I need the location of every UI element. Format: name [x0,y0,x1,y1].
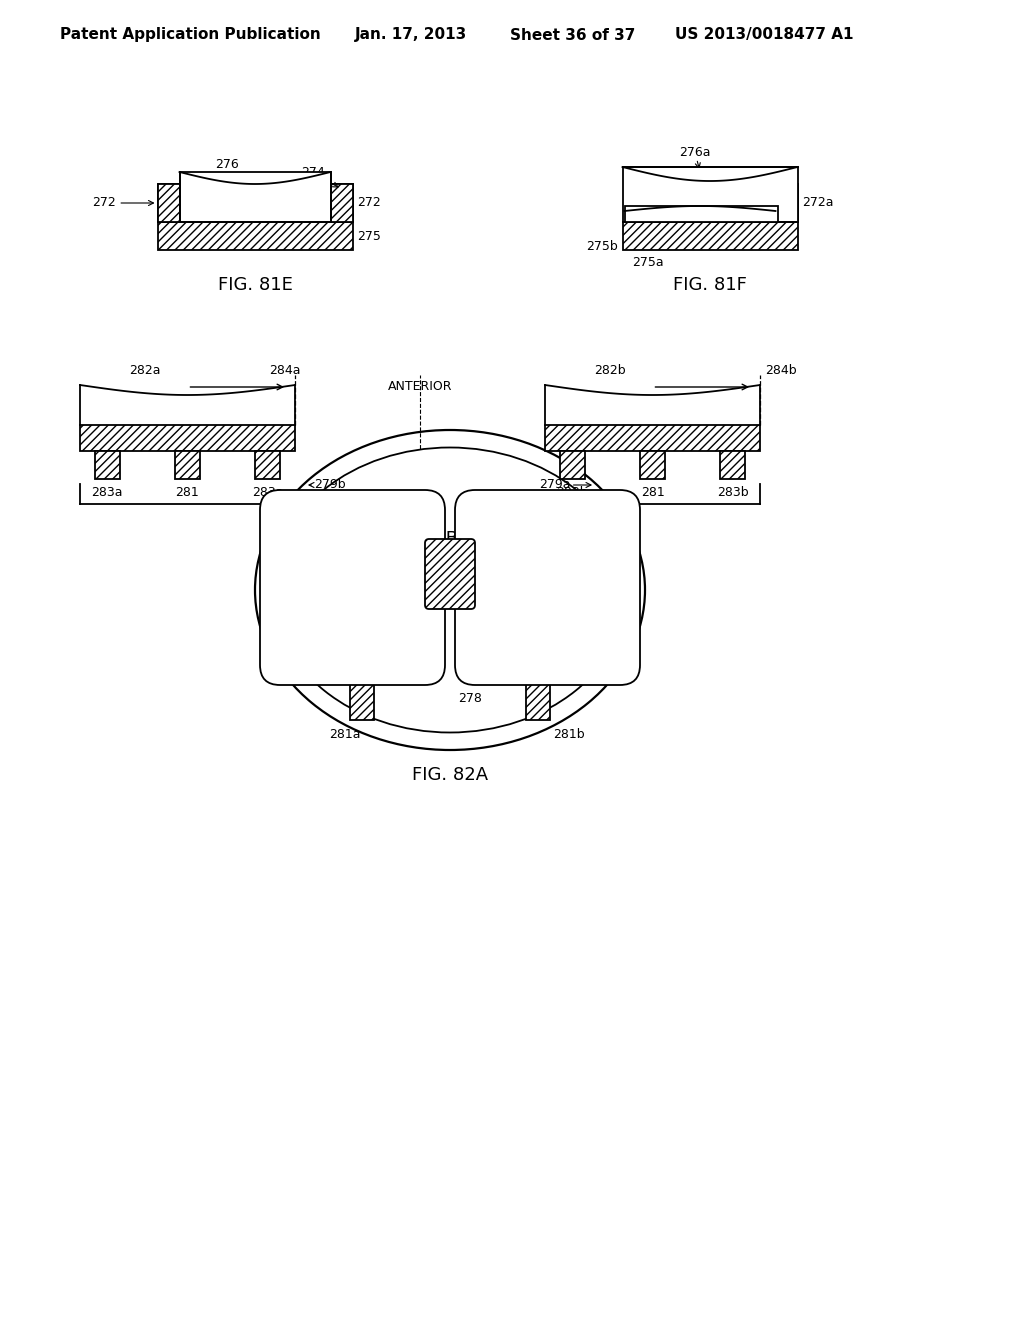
Ellipse shape [272,447,628,733]
Text: ANTERIOR: ANTERIOR [388,380,453,393]
Text: 274: 274 [301,166,338,187]
Text: 284a: 284a [269,363,301,376]
Bar [623,222,798,249]
Text: 275a: 275a [633,256,665,268]
Text: 276: 276 [215,158,242,178]
Bar [158,222,352,249]
Text: FIG. 81F: FIG. 81F [673,276,746,294]
Text: FIG. 81E: FIG. 81E [217,276,293,294]
Text: 281b: 281b [553,729,585,742]
FancyBboxPatch shape [425,539,475,609]
Bar [350,682,374,719]
Text: US 2013/0018477 A1: US 2013/0018477 A1 [675,28,853,42]
Text: 281: 281 [641,487,665,499]
Text: 275: 275 [357,230,381,243]
Bar [625,206,777,222]
Text: 278: 278 [458,692,482,705]
Text: 281a: 281a [330,729,360,742]
Ellipse shape [255,430,645,750]
Text: 282b: 282b [594,363,626,376]
Text: 282a: 282a [129,363,160,376]
Text: 279b: 279b [309,479,346,491]
Text: 275b: 275b [586,240,617,253]
Bar [331,183,352,222]
Bar [179,172,331,222]
Bar [640,451,665,479]
Bar [560,451,585,479]
Text: 279a: 279a [540,479,591,491]
Text: Jan. 17, 2013: Jan. 17, 2013 [355,28,467,42]
Text: 276a: 276a [679,145,711,168]
Bar [625,210,777,222]
Text: 280: 280 [474,553,498,566]
Text: FIG. 82A: FIG. 82A [412,766,488,784]
FancyBboxPatch shape [455,490,640,685]
Text: 284b: 284b [765,363,797,376]
Text: 283b: 283b [556,487,588,499]
Text: 283b: 283b [717,487,749,499]
Bar [720,451,745,479]
Text: 272: 272 [92,197,154,210]
Text: 272: 272 [357,197,381,210]
Bar [175,451,200,479]
Text: FIG. 82B: FIG. 82B [382,531,458,548]
Bar [545,425,760,451]
Text: Sheet 36 of 37: Sheet 36 of 37 [510,28,635,42]
Text: 272a: 272a [803,197,834,210]
Bar [158,183,179,222]
Bar [255,451,280,479]
Bar [623,168,798,222]
Bar [95,451,120,479]
Bar [80,425,295,451]
Bar [526,682,550,719]
Text: 283a: 283a [252,487,284,499]
Text: 283a: 283a [91,487,123,499]
FancyBboxPatch shape [260,490,445,685]
Bar [158,183,179,222]
Text: Patent Application Publication: Patent Application Publication [60,28,321,42]
Text: 281: 281 [176,487,200,499]
Bar [777,183,798,222]
Bar [331,183,352,222]
